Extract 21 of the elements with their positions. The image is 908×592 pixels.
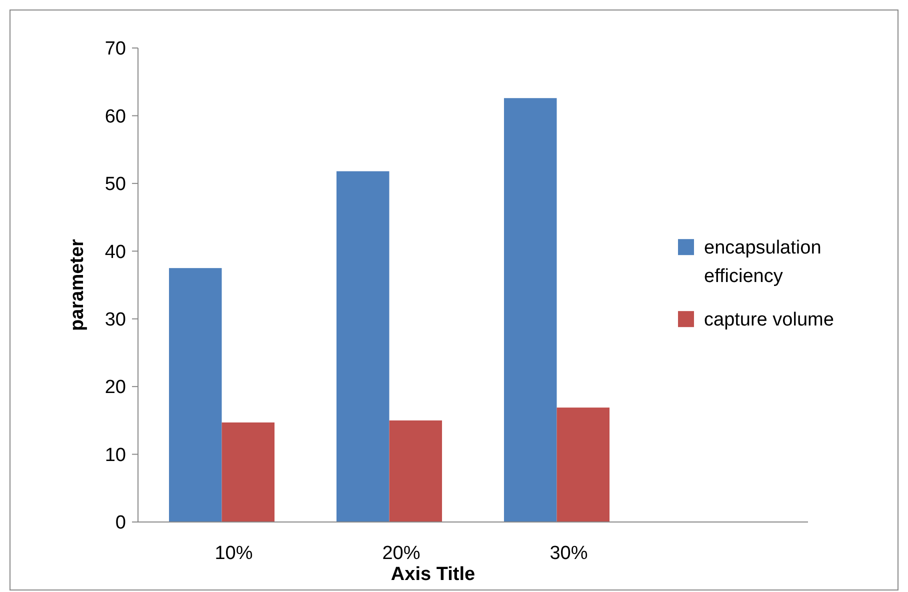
y-tick-label: 60 (104, 106, 126, 128)
bar (389, 420, 442, 522)
x-tick-label: 10% (214, 543, 253, 564)
legend-label: encapsulation efficiency (704, 238, 822, 288)
bar (222, 422, 275, 522)
bar (336, 171, 390, 522)
y-tick-label: 20 (104, 377, 126, 398)
y-tick-label: 0 (115, 512, 126, 534)
y-axis-title: parameter (67, 238, 88, 331)
y-tick-label: 50 (104, 174, 126, 196)
bar (168, 268, 222, 522)
x-axis-title: Axis Title (390, 564, 476, 585)
y-tick-label: 30 (104, 310, 126, 331)
x-tick-label: 20% (382, 543, 420, 564)
x-tick-label: 30% (550, 543, 588, 564)
legend-label: capture volume (704, 310, 834, 331)
y-tick-label: 10 (104, 444, 126, 466)
y-tick-label: 70 (104, 38, 126, 60)
bar (556, 408, 610, 522)
y-tick-label: 40 (104, 242, 126, 263)
bar (504, 98, 557, 522)
